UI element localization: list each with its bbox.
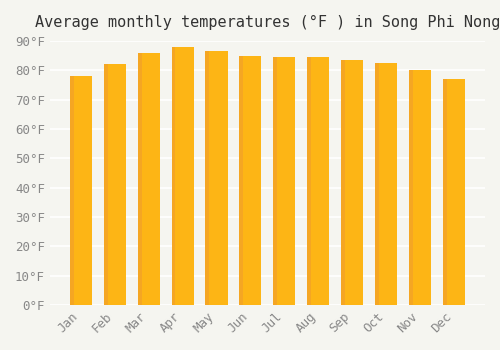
Bar (409, 70, 413, 305)
Bar (375, 63, 398, 305)
Bar (443, 79, 465, 305)
Bar (206, 51, 228, 305)
Bar (70, 76, 73, 305)
Bar (172, 47, 194, 305)
Bar (104, 64, 108, 305)
Bar (274, 57, 278, 305)
Bar (342, 60, 363, 305)
Bar (206, 51, 210, 305)
Bar (70, 76, 92, 305)
Bar (240, 56, 244, 305)
Bar (274, 57, 295, 305)
Bar (240, 56, 262, 305)
Bar (375, 63, 379, 305)
Bar (308, 57, 330, 305)
Bar (409, 70, 432, 305)
Bar (308, 57, 312, 305)
Bar (443, 79, 447, 305)
Title: Average monthly temperatures (°F ) in Song Phi Nong: Average monthly temperatures (°F ) in So… (34, 15, 500, 30)
Bar (138, 52, 160, 305)
Bar (172, 47, 175, 305)
Bar (104, 64, 126, 305)
Bar (342, 60, 345, 305)
Bar (138, 52, 141, 305)
